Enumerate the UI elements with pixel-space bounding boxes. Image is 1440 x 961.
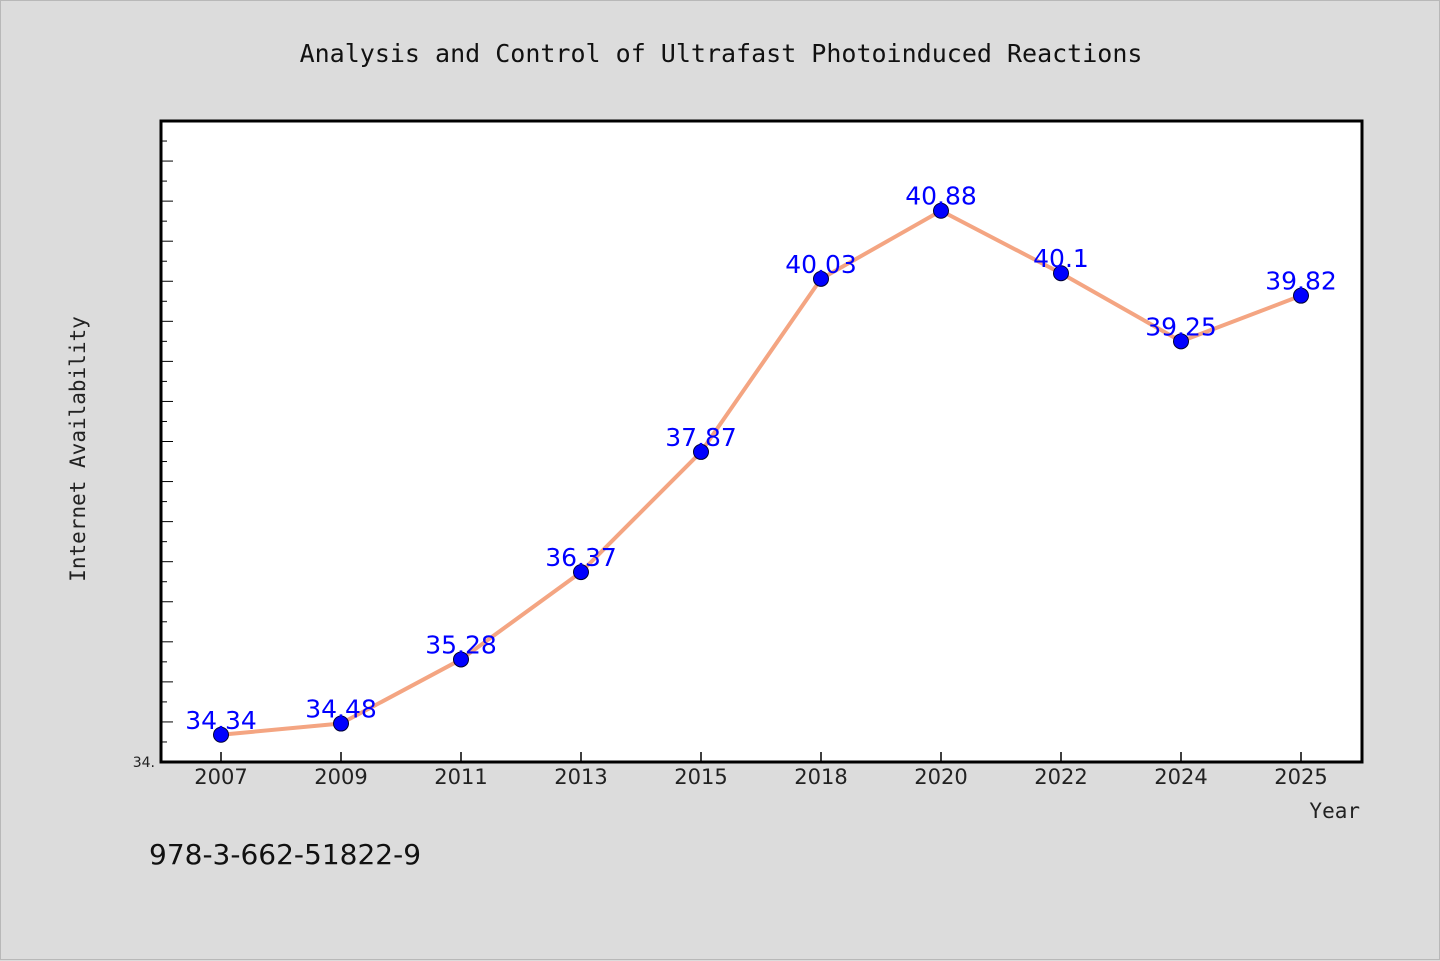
data-label: 40.1 (1033, 244, 1089, 273)
x-tick-label: 2018 (794, 765, 847, 789)
data-point (453, 651, 469, 668)
data-point (213, 726, 229, 743)
plot-area (159, 119, 1364, 764)
data-point (933, 202, 949, 219)
x-tick-label: 2024 (1154, 765, 1207, 789)
data-label: 34.48 (305, 695, 377, 724)
isbn-footer: 978-3-662-51822-9 (149, 838, 421, 871)
y-axis-min-label: 34. (133, 755, 155, 771)
data-label: 36.37 (545, 543, 617, 572)
data-label: 40.03 (785, 250, 857, 279)
x-tick-label: 2009 (314, 765, 367, 789)
x-tick-label: 2011 (434, 765, 487, 789)
data-point (1173, 333, 1189, 350)
y-axis-ticks (161, 140, 173, 743)
data-label: 39.82 (1265, 267, 1337, 296)
data-label: 39.25 (1145, 312, 1217, 341)
data-point (693, 443, 709, 460)
x-axis-tick-labels: 2007 2009 2011 2013 2015 2018 2020 2022 2024 2025 (194, 765, 1327, 789)
data-label: 35.28 (425, 630, 497, 659)
x-tick-label: 2007 (194, 765, 247, 789)
series-internet-availability: 34.34 34.48 35.28 36.37 37.87 40.03 40.88 40.1 3… (185, 182, 1337, 743)
data-label: 40.88 (905, 182, 977, 211)
data-point (1293, 287, 1309, 304)
data-point (1053, 265, 1069, 282)
x-axis-label: Year (1309, 799, 1360, 823)
x-axis-ticks (220, 752, 1302, 762)
chart-title: Analysis and Control of Ultrafast Photoi… (300, 39, 1143, 68)
data-label: 37.87 (665, 423, 737, 452)
x-tick-label: 2020 (914, 765, 967, 789)
x-tick-label: 2022 (1034, 765, 1087, 789)
data-point (333, 715, 349, 732)
data-label: 34.34 (185, 706, 257, 735)
data-point (573, 564, 589, 581)
series-line (219, 208, 1303, 737)
data-point (813, 270, 829, 287)
x-tick-label: 2025 (1274, 765, 1327, 789)
y-axis-label: Internet Availability (66, 316, 90, 582)
x-tick-label: 2015 (674, 765, 727, 789)
x-tick-label: 2013 (554, 765, 607, 789)
